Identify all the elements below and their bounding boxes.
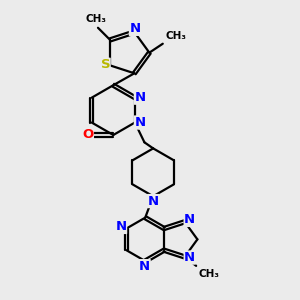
Text: CH₃: CH₃ xyxy=(85,14,106,24)
Text: N: N xyxy=(134,116,146,129)
Text: N: N xyxy=(116,220,127,233)
Text: N: N xyxy=(184,251,195,264)
Text: N: N xyxy=(139,260,150,273)
Text: N: N xyxy=(129,22,141,35)
Text: N: N xyxy=(184,213,195,226)
Text: CH₃: CH₃ xyxy=(198,269,219,279)
Text: S: S xyxy=(100,58,110,71)
Text: N: N xyxy=(148,195,159,208)
Text: O: O xyxy=(82,128,93,142)
Text: N: N xyxy=(134,91,146,104)
Text: CH₃: CH₃ xyxy=(165,31,186,40)
